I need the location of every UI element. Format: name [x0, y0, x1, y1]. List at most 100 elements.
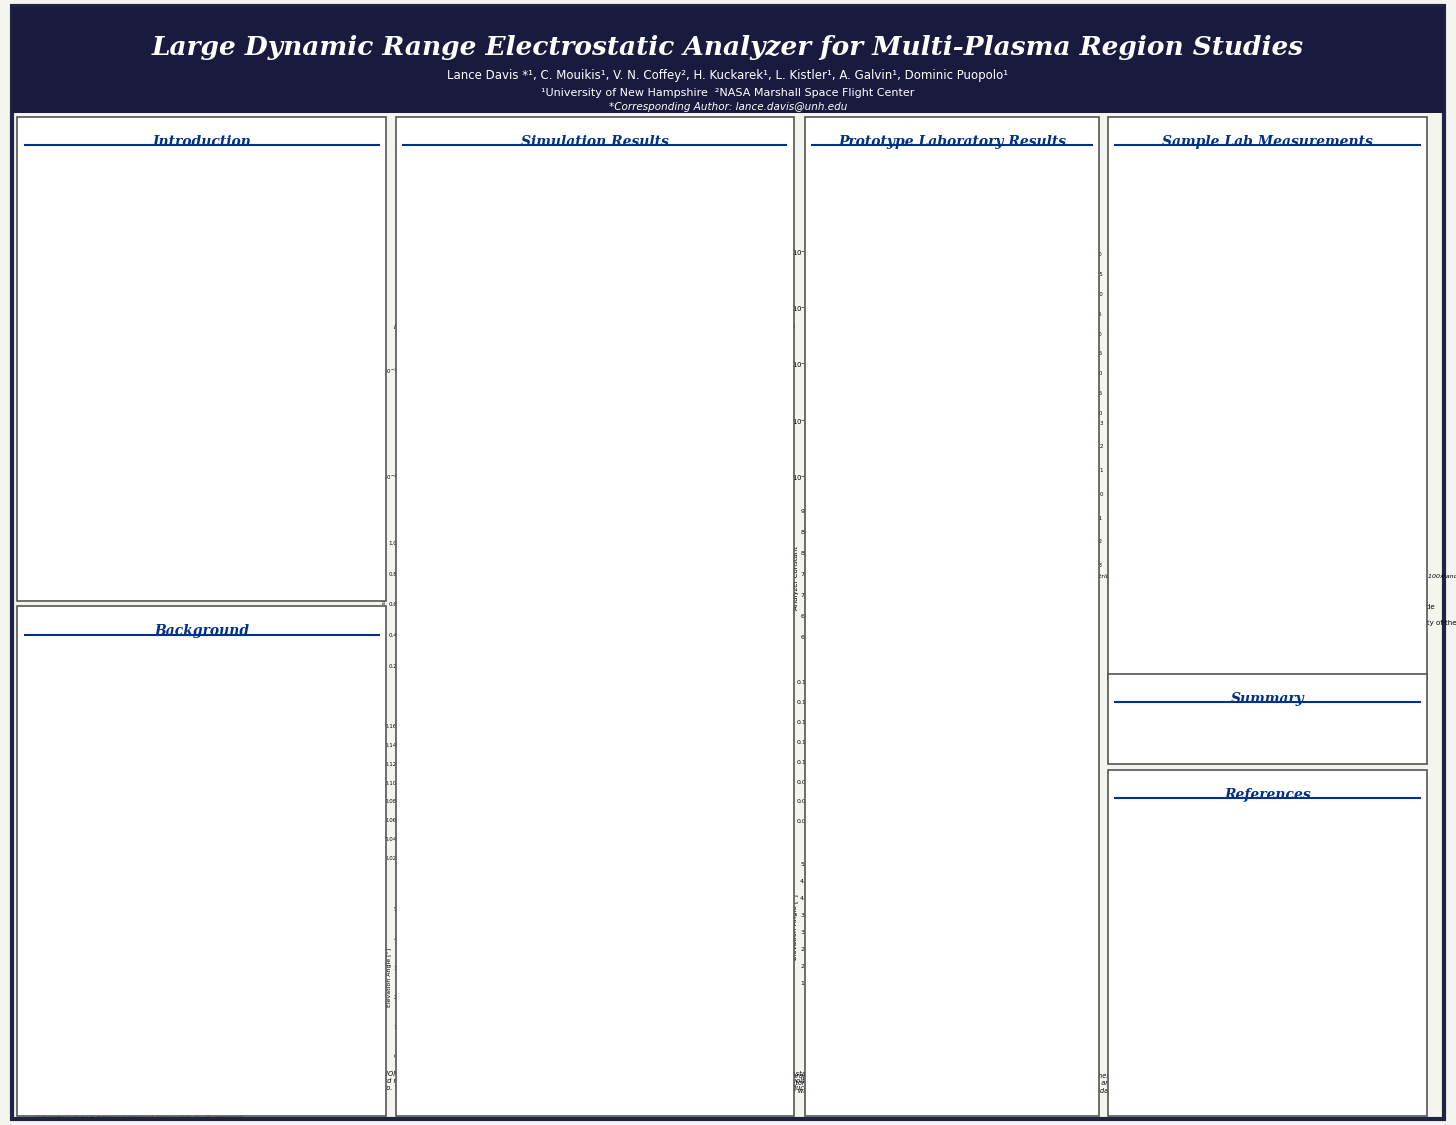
33x GF [939, 288, 957, 302]
33x GF [894, 270, 911, 284]
333x GF [909, 318, 926, 332]
Text: demonstrate the feasibility and performance of this modification.: demonstrate the feasibility and performa… [29, 591, 293, 600]
Text: 300x GF Reduction: 300x GF Reduction [644, 156, 732, 165]
33x GF [1056, 351, 1073, 364]
1x GF [1056, 289, 1073, 303]
200x GF [1000, 367, 1018, 380]
Text: Introduction: Introduction [153, 135, 250, 148]
200x GF [824, 268, 842, 281]
Text: presented which can vary the geometric factor by three orders of: presented which can vary the geometric f… [29, 467, 294, 476]
Text: individually insufficient for the full range of plasma conditions.: individually insufficient for the full r… [29, 393, 281, 402]
33x GF [1015, 326, 1032, 340]
Text: Future Work:: Future Work: [1118, 698, 1172, 703]
Text: and a large range of incident particle fluxes.: and a large range of incident particle f… [1118, 177, 1274, 182]
100x GF [859, 267, 877, 280]
333x GF [965, 362, 983, 376]
Text: b)  Voltage ratio < 2 needed for a GF reduction of 100x: b) Voltage ratio < 2 needed for a GF red… [812, 166, 1031, 176]
1x GF [894, 253, 911, 267]
1x GF [879, 251, 897, 264]
100x GF [1056, 382, 1073, 396]
Text: • The Voltage Ratio between the flux reducer and the inner: • The Voltage Ratio between the flux red… [29, 1107, 243, 1114]
33x GF [874, 263, 891, 277]
Text: which acts to alter particle trajectories such that a smaller fraction: which acts to alter particle trajectorie… [29, 541, 298, 550]
Text: secondary electrode (the flux reducer) on the outer hemisphere: secondary electrode (the flux reducer) o… [29, 516, 287, 525]
100x GF [909, 288, 926, 302]
10x GF [914, 267, 932, 280]
33x GF [919, 280, 936, 294]
100x GF [919, 292, 936, 306]
33x GF [1005, 321, 1022, 334]
100x GF [884, 277, 901, 290]
Text: Measured distribution shifts for a 2 keV beam normalized to incident particle fl: Measured distribution shifts for a 2 keV… [1057, 574, 1456, 585]
1x GF [1035, 284, 1053, 297]
333x GF [935, 338, 952, 351]
Text: Summary: Summary [1230, 692, 1305, 705]
333x GF [1015, 411, 1032, 424]
1x GF [828, 245, 846, 259]
10x GF [1051, 317, 1069, 331]
X-axis label: Voltage Ratio: Voltage Ratio [930, 510, 981, 519]
FancyBboxPatch shape [67, 845, 121, 880]
Text: Flux Reducer Principles of Operation:: Flux Reducer Principles of Operation: [29, 1078, 182, 1083]
33x GF [990, 313, 1008, 326]
1x GF [859, 248, 877, 261]
10x GF [843, 251, 860, 264]
Text: beam source, converting the instrument's energy range: beam source, converting the instrument's… [1118, 168, 1315, 173]
200x GF [884, 288, 901, 302]
Y-axis label: Geometric Factor
[cm² sr eV/eV]: Geometric Factor [cm² sr eV/eV] [772, 332, 791, 397]
33x GF [843, 256, 860, 270]
100x GF [839, 262, 856, 276]
33x GF [849, 258, 866, 271]
33x GF [900, 272, 917, 286]
200x GF [833, 269, 850, 282]
200x GF [1035, 398, 1053, 412]
Text: Particle
Path: Particle Path [277, 790, 303, 803]
1x GF [970, 268, 987, 281]
Text: which is used to convert raw counts to physical quantities: which is used to convert raw counts to p… [29, 1027, 245, 1034]
200x GF [1072, 432, 1089, 446]
X-axis label: IH Voltage [V]: IH Voltage [V] [1326, 587, 1370, 592]
333x GF [894, 308, 911, 322]
10x GF [994, 294, 1012, 307]
33x GF [884, 267, 901, 280]
1x GF [939, 261, 957, 274]
10x GF [1005, 298, 1022, 312]
200x GF [960, 335, 977, 349]
200x GF [970, 342, 987, 356]
Text: (top) Count rates over inner hemisphere voltages and: (top) Count rates over inner hemisphere … [1118, 214, 1307, 220]
333x GF [884, 303, 901, 316]
Text: • Initial laboratory testing verified simulation predictions and demonstrates th: • Initial laboratory testing verified si… [1118, 620, 1456, 627]
Text: • For higher fluxes, a voltage is applied to the flux reducer: • For higher fluxes, a voltage is applie… [29, 1099, 240, 1105]
Text: References: References [1224, 788, 1310, 801]
10x GF [935, 272, 952, 286]
333x GF [879, 299, 897, 313]
10x GF [890, 260, 907, 273]
33x GF [1000, 318, 1018, 332]
Text: ¹University of New Hampshire  ²NASA Marshall Space Flight Center: ¹University of New Hampshire ²NASA Marsh… [542, 89, 914, 98]
1x GF [869, 249, 887, 262]
Text: Tophat: Tophat [430, 212, 448, 217]
1x GF [960, 266, 977, 279]
33x GF [925, 281, 942, 295]
1x GF [1051, 288, 1069, 302]
Text: from the solar wind to Earth's ionosphere. Measuring plasma: from the solar wind to Earth's ionospher… [29, 195, 274, 204]
Text: angle distribution – the FWHM is the angular resolution.: angle distribution – the FWHM is the ang… [29, 1070, 237, 1076]
200x GF [900, 296, 917, 309]
Bar [326, 854, 371, 894]
10x GF [976, 286, 993, 299]
X-axis label: IH Voltage [V]: IH Voltage [V] [1168, 435, 1211, 440]
Y-axis label: Count Rate: Count Rate [1238, 316, 1243, 351]
33x GF [904, 273, 922, 287]
200x GF [1045, 407, 1063, 421]
100x GF [853, 266, 871, 279]
Legend: 1x GF, 10x GF, 33x GF, 100x GF, 200x GF, 333x GF: 1x GF, 10x GF, 33x GF, 100x GF, 200x GF,… [823, 432, 872, 485]
Line: 33x GF: 33x GF [833, 261, 1080, 367]
1x GF [1000, 274, 1018, 288]
Text: Conceptual diagram of a typical top-hat ESA with the flux reducer
modification i: Conceptual diagram of a typical top-hat … [77, 953, 326, 980]
333x GF [914, 322, 932, 335]
10x GF [833, 250, 850, 263]
100x GF [1031, 363, 1048, 377]
100x GF [869, 270, 887, 284]
333x GF [824, 279, 842, 292]
33x GF [929, 284, 946, 297]
